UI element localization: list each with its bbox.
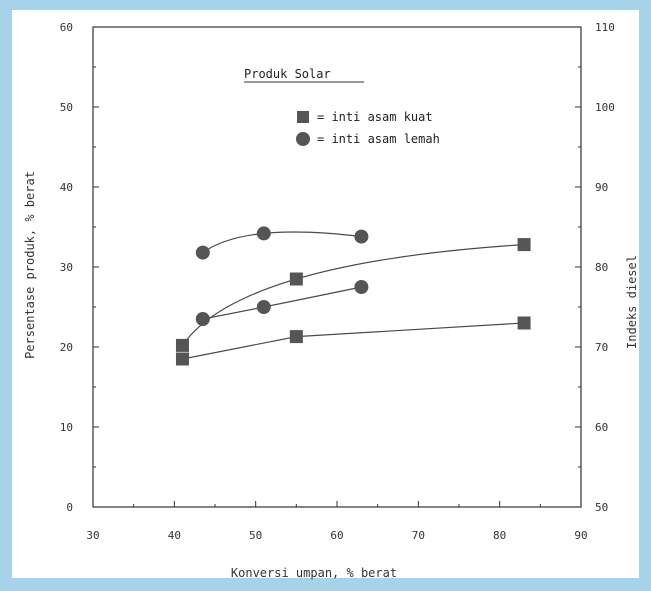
legend-label-square: = inti asam kuat (317, 110, 433, 124)
x-tick-label: 90 (574, 529, 587, 542)
legend-circle-marker (296, 132, 310, 146)
legend-label-circle: = inti asam lemah (317, 132, 440, 146)
legend-square-marker (297, 111, 309, 123)
series-0-square-point (517, 238, 531, 252)
series-2-circle-point (195, 245, 210, 260)
series-3-circle-point (195, 312, 210, 326)
series-0-square-point (289, 272, 303, 286)
x-tick-label: 40 (168, 529, 181, 542)
y2-axis-title: Indeks diesel (625, 255, 639, 349)
series-1-square-point (517, 316, 531, 330)
x-tick-label: 70 (412, 529, 425, 542)
annotation-produk-solar: Produk Solar (244, 67, 331, 81)
series-1-square-point (289, 330, 303, 344)
series-1-square-point (175, 352, 189, 366)
y2-tick-label: 70 (595, 341, 608, 354)
x-tick-label: 80 (493, 529, 506, 542)
series-0-square-point (175, 338, 189, 352)
y-tick-label: 60 (60, 21, 73, 34)
y2-tick-label: 90 (595, 181, 608, 194)
x-tick-label: 30 (86, 529, 99, 542)
series-3-circle-point (354, 280, 369, 294)
x-tick-label: 60 (330, 529, 343, 542)
y-tick-label: 40 (60, 181, 73, 194)
y-tick-label: 20 (60, 341, 73, 354)
y2-tick-label: 80 (595, 261, 608, 274)
y2-tick-label: 60 (595, 421, 608, 434)
y-tick-label: 10 (60, 421, 73, 434)
y-tick-label: 0 (66, 501, 73, 514)
series-2-circle-point (256, 226, 271, 241)
y-tick-label: 30 (60, 261, 73, 274)
x-axis-title: Konversi umpan, % berat (231, 566, 397, 580)
series-2-circle-point (354, 229, 369, 244)
y2-tick-label: 100 (595, 101, 615, 114)
y2-tick-label: 50 (595, 501, 608, 514)
y2-tick-label: 110 (595, 21, 615, 34)
series-3-circle-point (256, 300, 271, 314)
x-tick-label: 50 (249, 529, 262, 542)
y-axis-title: Persentase produk, % berat (23, 171, 37, 359)
y-tick-label: 50 (60, 101, 73, 114)
